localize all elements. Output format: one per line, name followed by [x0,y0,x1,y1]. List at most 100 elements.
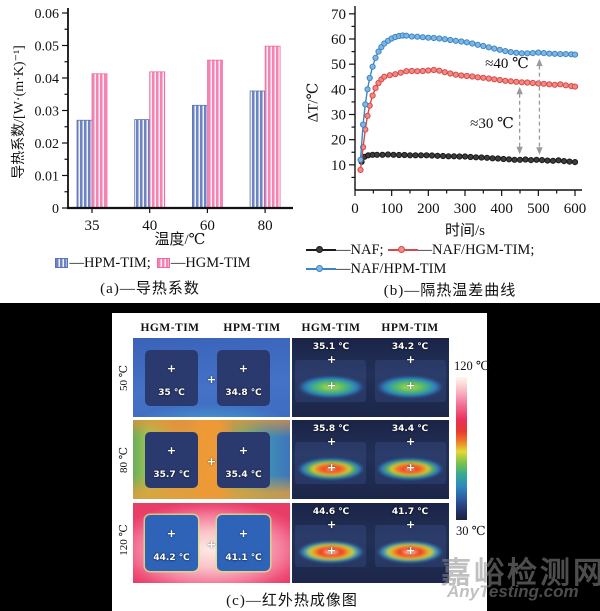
temp-readout: 44.2 ℃ [153,553,190,563]
svg-text:0: 0 [52,202,59,217]
naf-line-marker-icon [306,244,336,255]
legend-label-naf-hpm: —NAF/HPM-TIM [336,261,447,277]
crosshair-icon: + [406,461,416,474]
svg-text:80: 80 [258,218,273,234]
heat-blob [377,458,443,480]
svg-text:70: 70 [331,7,346,23]
column-header-side-hgm: HGM-TIM [301,322,361,334]
svg-text:35: 35 [85,218,100,234]
row-label-80c: 80 ℃ [118,446,130,474]
sample-square-hgm: + 44.2 ℃ [145,515,198,571]
crosshair-icon: + [327,379,337,392]
row-label-120c: 120 ℃ [118,524,130,556]
svg-text:60: 60 [200,218,215,234]
svg-text:100: 100 [380,201,403,217]
crosshair-icon: + [166,444,177,457]
heat-blob [298,376,364,398]
thermal-front-view-80c: + 35.7 ℃ + 35.4 ℃ + [133,420,290,499]
temp-readout: 34.8 ℃ [225,388,262,398]
watermark-url: AnyTesting.com [447,582,579,601]
legend-label-hgm: —HGM-TIM [170,255,251,271]
panel-infrared-imaging: HGM-TIM HPM-TIM HGM-TIM HPM-TIM 50 ℃ 80 … [0,303,600,611]
temp-readout: 35.4 ℃ [225,470,262,480]
naf-hgm-line-marker-icon [387,244,418,255]
legend-label-hpm: —HPM-TIM; [69,255,151,271]
temp-readout: 35.1 ℃ [312,342,350,352]
temp-readout: 44.6 ℃ [312,507,350,517]
colorbar-min-label: 30 ℃ [456,524,486,538]
svg-text:10: 10 [331,158,346,174]
svg-text:400: 400 [490,201,513,217]
svg-text:600: 600 [564,201,587,217]
thermal-side-view-120c: 44.6 ℃ 41.7 ℃ + + + + [292,503,449,583]
crosshair-icon: + [238,527,249,540]
chart-thermal-conductivity: 0 0.01 0.02 0.03 0.04 0.05 0.06 35 40 60 80 导热系数/[… [0,0,300,300]
crosshair-icon: + [166,527,177,540]
chart-b-y-axis-title: ΔT/℃ [305,82,322,123]
watermark-text: 嘉峪检测网 [441,557,600,590]
crosshair-icon: + [327,353,337,366]
svg-text:60: 60 [331,32,346,48]
temp-readout: 34.2 ℃ [391,342,429,352]
svg-text:0.03: 0.03 [35,105,60,120]
crosshair-icon: + [327,518,337,531]
sample-square-hpm: + 41.1 ℃ [217,515,270,571]
thermal-front-view-120c: + 44.2 ℃ + 41.1 ℃ + [133,503,290,583]
svg-text:40: 40 [331,82,346,98]
crosshair-icon: + [327,544,337,557]
legend-label-naf-hgm: —NAF/HGM-TIM; [417,242,535,258]
hpm-tim-swatch-icon [55,258,69,268]
column-header-front-hgm: HGM-TIM [140,322,200,334]
crosshair-icon: + [327,435,337,448]
sample-square-hpm: + 35.4 ℃ [217,432,270,488]
svg-text:30: 30 [331,107,346,123]
naf-hpm-line-marker-icon [306,263,336,274]
crosshair-icon: + [327,461,337,474]
row-label-50c: 50 ℃ [118,364,130,392]
chart-temperature-difference: 10 20 30 40 50 60 70 0 100 200 300 400 500 600 ≈40 ℃ ≈3… [300,0,600,300]
crosshair-icon: + [406,518,416,531]
bar-chart-canvas: 0 0.01 0.02 0.03 0.04 0.05 0.06 35 40 60 80 [35,7,293,234]
svg-text:≈30 ℃: ≈30 ℃ [470,116,514,132]
sample-square-hgm: + 35.7 ℃ [145,432,198,488]
sample-square-hpm: + 34.8 ℃ [217,350,270,406]
svg-text:40: 40 [142,218,157,234]
temperature-colorbar [456,377,467,520]
infrared-figure-area: HGM-TIM HPM-TIM HGM-TIM HPM-TIM 50 ℃ 80 … [112,313,490,611]
chart-a-legend: —HPM-TIM; —HGM-TIM [0,255,300,272]
crosshair-icon: + [406,353,416,366]
crosshair-icon: + [166,362,177,375]
crosshair-icon: + [238,362,249,375]
caption-c: (c)—红外热成像图 [226,593,358,609]
temp-readout: 41.7 ℃ [391,507,429,517]
svg-text:0.05: 0.05 [35,40,60,55]
svg-text:20: 20 [331,133,346,149]
svg-text:0.01: 0.01 [35,170,60,185]
chart-b-x-axis-title: 时间/s [444,223,485,239]
line-chart-canvas: 10 20 30 40 50 60 70 0 100 200 300 400 500 600 ≈40 ℃ ≈3… [331,6,587,217]
temp-readout: 35.7 ℃ [153,470,190,480]
temp-readout: 34.4 ℃ [391,424,429,434]
sample-square-hgm: + 35 ℃ [145,350,198,406]
svg-text:500: 500 [527,201,550,217]
heat-blob [377,376,443,398]
column-header-front-hpm: HPM-TIM [223,322,281,334]
svg-text:200: 200 [417,201,440,217]
legend-row-1: —NAF; —NAF/HGM-TIM; [306,241,538,260]
colorbar-max-label: 120 ℃ [454,359,490,373]
crosshair-icon: + [206,538,217,551]
heat-blob [298,458,364,480]
svg-text:50: 50 [331,57,346,73]
legend-label-naf: —NAF; [336,242,384,258]
thermal-side-view-80c: 35.8 ℃ 34.4 ℃ + + + + [292,420,449,499]
svg-text:0: 0 [351,201,359,217]
heat-blob [298,541,364,563]
temp-readout: 41.1 ℃ [225,553,262,563]
column-header-side-hpm: HPM-TIM [381,322,439,334]
temp-readout: 35 ℃ [158,388,185,398]
svg-text:≈40 ℃: ≈40 ℃ [485,56,529,72]
hgm-tim-swatch-icon [156,258,170,268]
thermal-front-view-50c: + 35 ℃ + 34.8 ℃ + [133,338,290,417]
thermal-side-view-50c: 35.1 ℃ 34.2 ℃ + + + + [292,338,449,417]
